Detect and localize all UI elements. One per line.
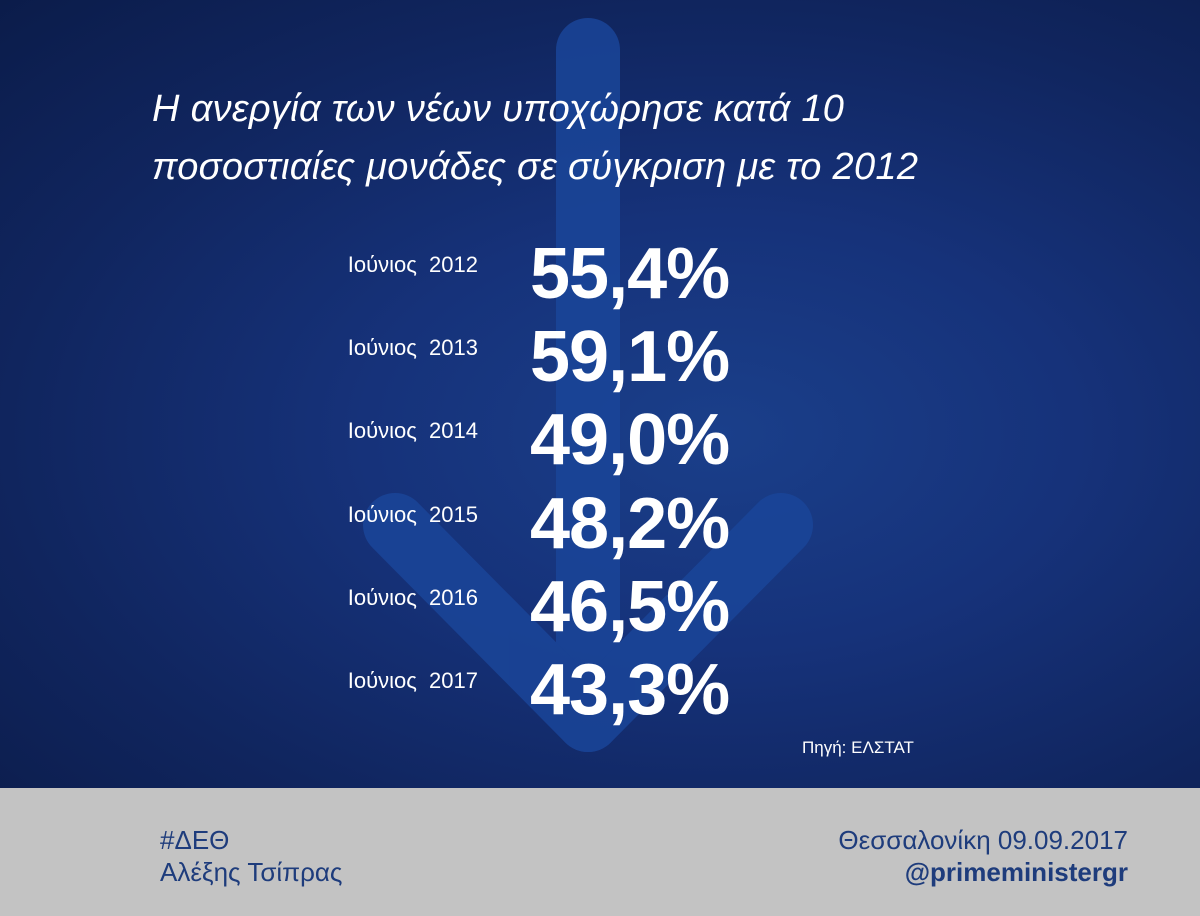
footer-left: #ΔΕΘ Αλέξης Τσίπρας: [160, 824, 342, 888]
infographic-panel: Η ανεργία των νέων υποχώρησε κατά 10 ποσ…: [0, 0, 1200, 788]
row-value: 43,3%: [530, 650, 730, 730]
row-label: Ιούνιος 2017: [347, 668, 478, 693]
headline-line-1: Η ανεργία των νέων υποχώρησε κατά 10: [152, 88, 845, 130]
headline: Η ανεργία των νέων υποχώρησε κατά 10 ποσ…: [152, 80, 918, 196]
row-value: 49,0%: [530, 400, 730, 480]
data-row-2015: Ιούνιος 2015 48,2%: [0, 482, 1200, 566]
social-handle: @primeministergr: [904, 857, 1128, 887]
footer-bar: #ΔΕΘ Αλέξης Τσίπρας Θεσσαλονίκη 09.09.20…: [0, 788, 1200, 916]
hashtag: #ΔΕΘ: [160, 825, 230, 855]
data-row-2013: Ιούνιος 2013 59,1%: [0, 315, 1200, 399]
row-value: 48,2%: [530, 484, 730, 564]
row-value: 46,5%: [530, 567, 730, 647]
source-note: Πηγή: ΕΛΣΤΑΤ: [802, 738, 914, 757]
headline-line-2: ποσοστιαίες μονάδες σε σύγκριση με το 20…: [152, 146, 919, 188]
data-row-2012: Ιούνιος 2012 55,4%: [0, 232, 1200, 316]
row-label: Ιούνιος 2012: [347, 252, 478, 277]
place-date: Θεσσαλονίκη 09.09.2017: [838, 825, 1128, 855]
row-label: Ιούνιος 2015: [347, 502, 478, 527]
footer-right: Θεσσαλονίκη 09.09.2017 @primeministergr: [838, 824, 1128, 888]
data-row-2016: Ιούνιος 2016 46,5%: [0, 565, 1200, 649]
row-value: 59,1%: [530, 317, 730, 397]
row-label: Ιούνιος 2013: [347, 335, 478, 360]
data-row-2017: Ιούνιος 2017 43,3%: [0, 648, 1200, 732]
author-name: Αλέξης Τσίπρας: [160, 857, 343, 887]
down-arrow-icon: [363, 18, 813, 752]
data-row-2014: Ιούνιος 2014 49,0%: [0, 398, 1200, 482]
row-label: Ιούνιος 2016: [347, 585, 478, 610]
row-value: 55,4%: [530, 234, 730, 314]
row-label: Ιούνιος 2014: [347, 418, 478, 443]
